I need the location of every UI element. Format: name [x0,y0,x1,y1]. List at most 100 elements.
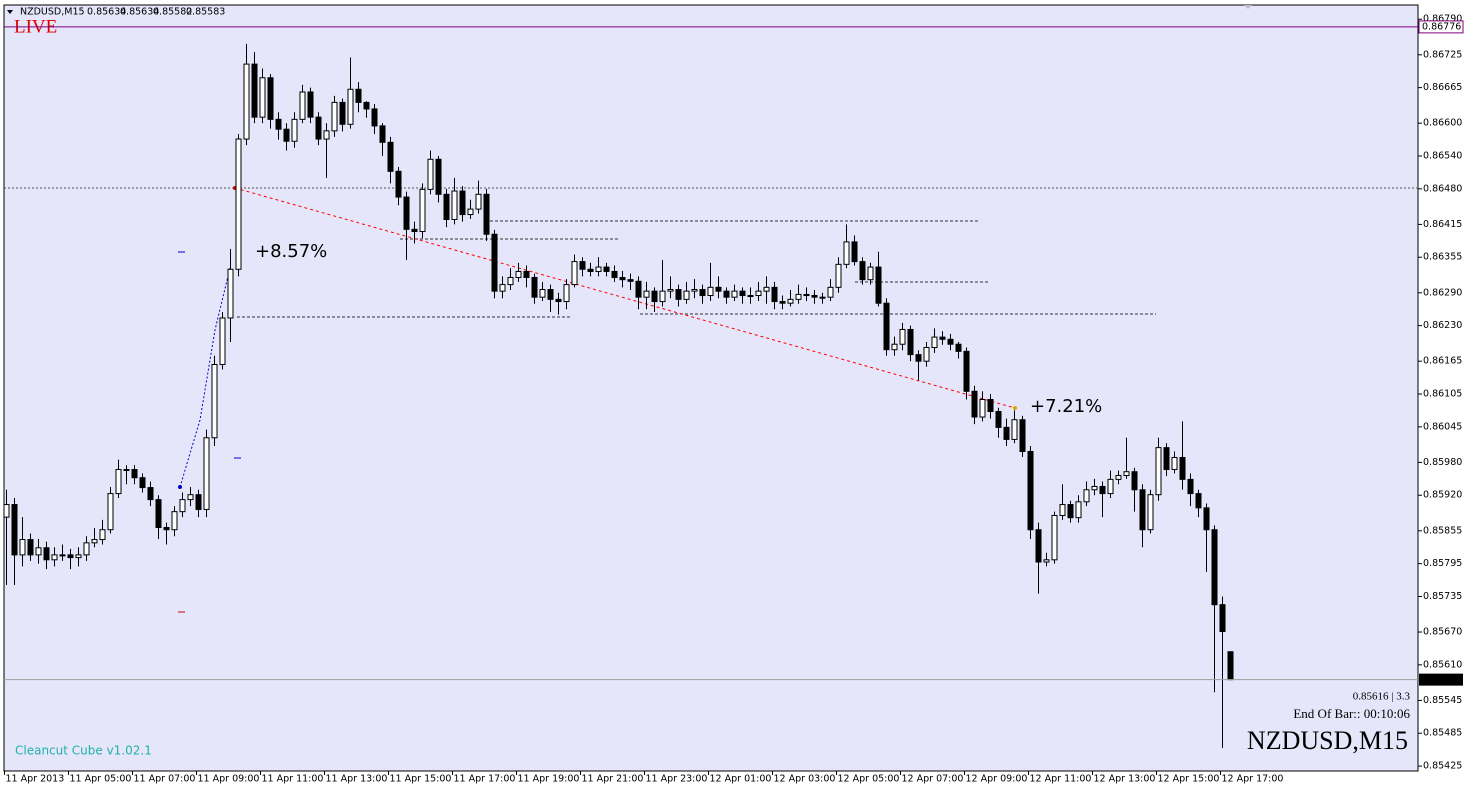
anchor-point [1013,406,1017,410]
x-tick-label: 12 Apr 01:00 [710,774,772,785]
candle-body [987,398,994,413]
y-tick-label: 0.85425 [1423,761,1462,772]
candle-body [755,290,762,297]
candle-body [291,118,298,142]
y-tick-label: 0.86355 [1423,252,1462,263]
candle-body [659,290,666,303]
spread-info: 0.85616 | 3.3 [1353,691,1411,703]
candle-body [1027,450,1034,531]
candle-body [91,539,98,544]
candle-body [619,276,626,281]
candle-body [1075,501,1082,519]
y-tick-label: 0.86480 [1423,183,1462,194]
candle-body [595,266,602,272]
live-price-label: 0.86776 [1422,21,1461,32]
y-tick-label: 0.86290 [1423,287,1462,298]
candle-body [875,266,882,304]
ohlc-close: 0.85583 [186,7,225,18]
y-tick-label: 0.86415 [1423,219,1462,230]
candle-body [475,193,482,210]
candle-body [131,469,138,479]
y-tick-label: 0.86230 [1423,320,1462,331]
candle-body [99,529,106,541]
y-tick-label: 0.85670 [1423,627,1462,638]
candle-body [259,77,266,118]
y-tick-label: 0.86540 [1423,151,1462,162]
candle-body [315,116,322,140]
candle-body [1035,529,1042,563]
candle-body [211,363,218,439]
candle-body [811,295,818,298]
x-tick-label: 11 Apr 23:00 [646,774,708,785]
candle-body [1011,419,1018,440]
y-tick-label: 0.86790 [1423,14,1462,25]
x-tick-label: 12 Apr 15:00 [1158,774,1220,785]
candle-body [635,280,642,298]
candle-body [955,343,962,352]
candle-body [1211,529,1218,606]
x-tick-label: 12 Apr 17:00 [1222,774,1284,785]
candle-body [323,130,330,140]
candle-body [251,63,258,118]
candle-body [995,411,1002,428]
candle-body [979,398,986,418]
candle-body [819,296,826,299]
x-tick-label: 12 Apr 07:00 [902,774,964,785]
y-tick-label: 0.85795 [1423,558,1462,569]
candle-body [3,504,10,518]
candle-body [243,63,250,140]
candle-body [467,208,474,216]
candle-body [963,350,970,392]
candle-body [763,286,770,292]
x-tick-label: 11 Apr 2013 [6,774,65,785]
candles [3,43,1234,749]
candle-body [1115,475,1122,480]
candle-body [1179,456,1186,480]
indicator-overlays [4,186,1418,613]
current-price-label: 0.85583 [1422,674,1461,685]
candle-body [107,493,114,531]
candle-body [507,276,514,286]
candle-body [859,261,866,281]
candle-body [267,77,274,120]
candle-body [11,504,18,556]
candle-body [867,266,874,281]
menu-triangle[interactable] [7,10,13,14]
candle-body [1091,485,1098,491]
candle-body [451,190,458,220]
candle-body [75,554,82,559]
x-tick-label: 11 Apr 07:00 [134,774,196,785]
candle-body [395,170,402,198]
candle-body [115,469,122,495]
x-tick-label: 12 Apr 13:00 [1094,774,1156,785]
candle-body [667,289,674,292]
candle-body [123,469,130,472]
candle-body [915,354,922,362]
candle-body [379,125,386,143]
x-tick-label: 11 Apr 09:00 [198,774,260,785]
candle-body [851,241,858,263]
ohlc-open: 0.85634 [87,7,126,18]
y-tick-label: 0.86600 [1423,118,1462,129]
annotation: +7.21% [1030,396,1102,417]
candle-body [1203,507,1210,531]
candle-body [67,554,74,559]
candle-body [283,128,290,142]
candle-body [299,91,306,120]
candle-body [683,290,690,300]
candle-body [227,268,234,319]
candle-body [835,263,842,288]
candle-body [827,286,834,298]
candle-body [331,101,338,132]
candle-body [1171,456,1178,471]
symbol-label: NZDUSD,M15 [20,7,85,18]
candle-body [483,193,490,235]
candle-body [1163,447,1170,471]
candle-body [539,289,546,298]
candle-body [339,101,346,125]
candle-body [403,196,410,230]
candle-body [275,118,282,130]
candle-body [723,290,730,298]
candle-body [691,289,698,292]
